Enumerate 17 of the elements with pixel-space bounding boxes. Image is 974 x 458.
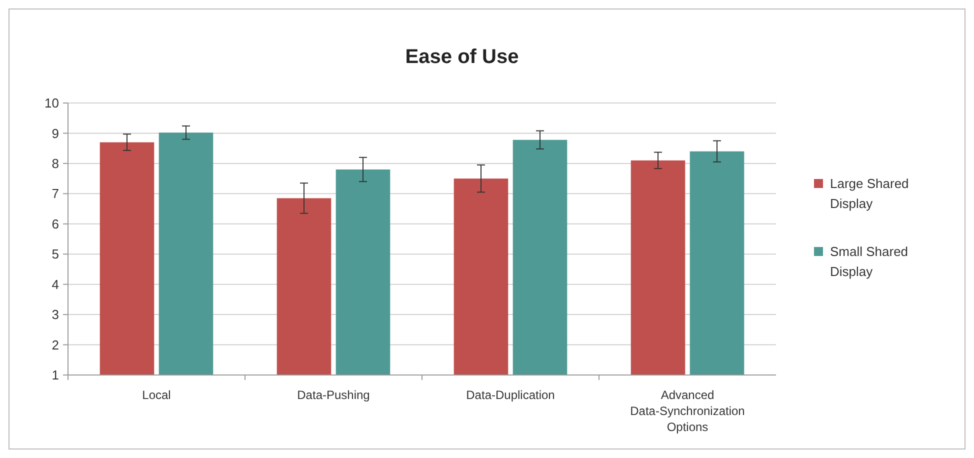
- y-tick-label: 8: [52, 156, 59, 171]
- y-tick-label: 9: [52, 126, 59, 141]
- y-tick-label: 1: [52, 368, 59, 383]
- y-tick-label: 2: [52, 337, 59, 352]
- x-tick-label: Local: [142, 388, 171, 402]
- y-tick-label: 5: [52, 246, 59, 262]
- x-tick-label: Advanced Data-Synchronization Options: [630, 388, 745, 434]
- x-tick-label: Data-Pushing: [297, 388, 370, 402]
- y-tick-label: 4: [52, 276, 59, 292]
- y-tick-label: 7: [52, 186, 59, 202]
- legend-label: Small Shared Display: [830, 244, 908, 279]
- y-tick-label: 6: [52, 216, 59, 232]
- y-tick-label: 10: [44, 96, 59, 111]
- y-tick-label: 3: [52, 307, 59, 322]
- legend-label: Large Shared Display: [830, 176, 909, 211]
- chart-title: Ease of Use: [405, 46, 519, 68]
- x-tick-label: Data-Duplication: [466, 388, 555, 402]
